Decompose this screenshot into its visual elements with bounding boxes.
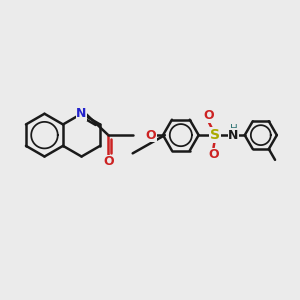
Text: O: O (146, 129, 156, 142)
Text: N: N (228, 129, 239, 142)
Text: O: O (204, 109, 214, 122)
Text: S: S (210, 128, 220, 142)
Text: O: O (208, 148, 219, 161)
Text: H: H (230, 124, 237, 134)
Text: O: O (103, 155, 114, 168)
Text: N: N (76, 107, 87, 120)
